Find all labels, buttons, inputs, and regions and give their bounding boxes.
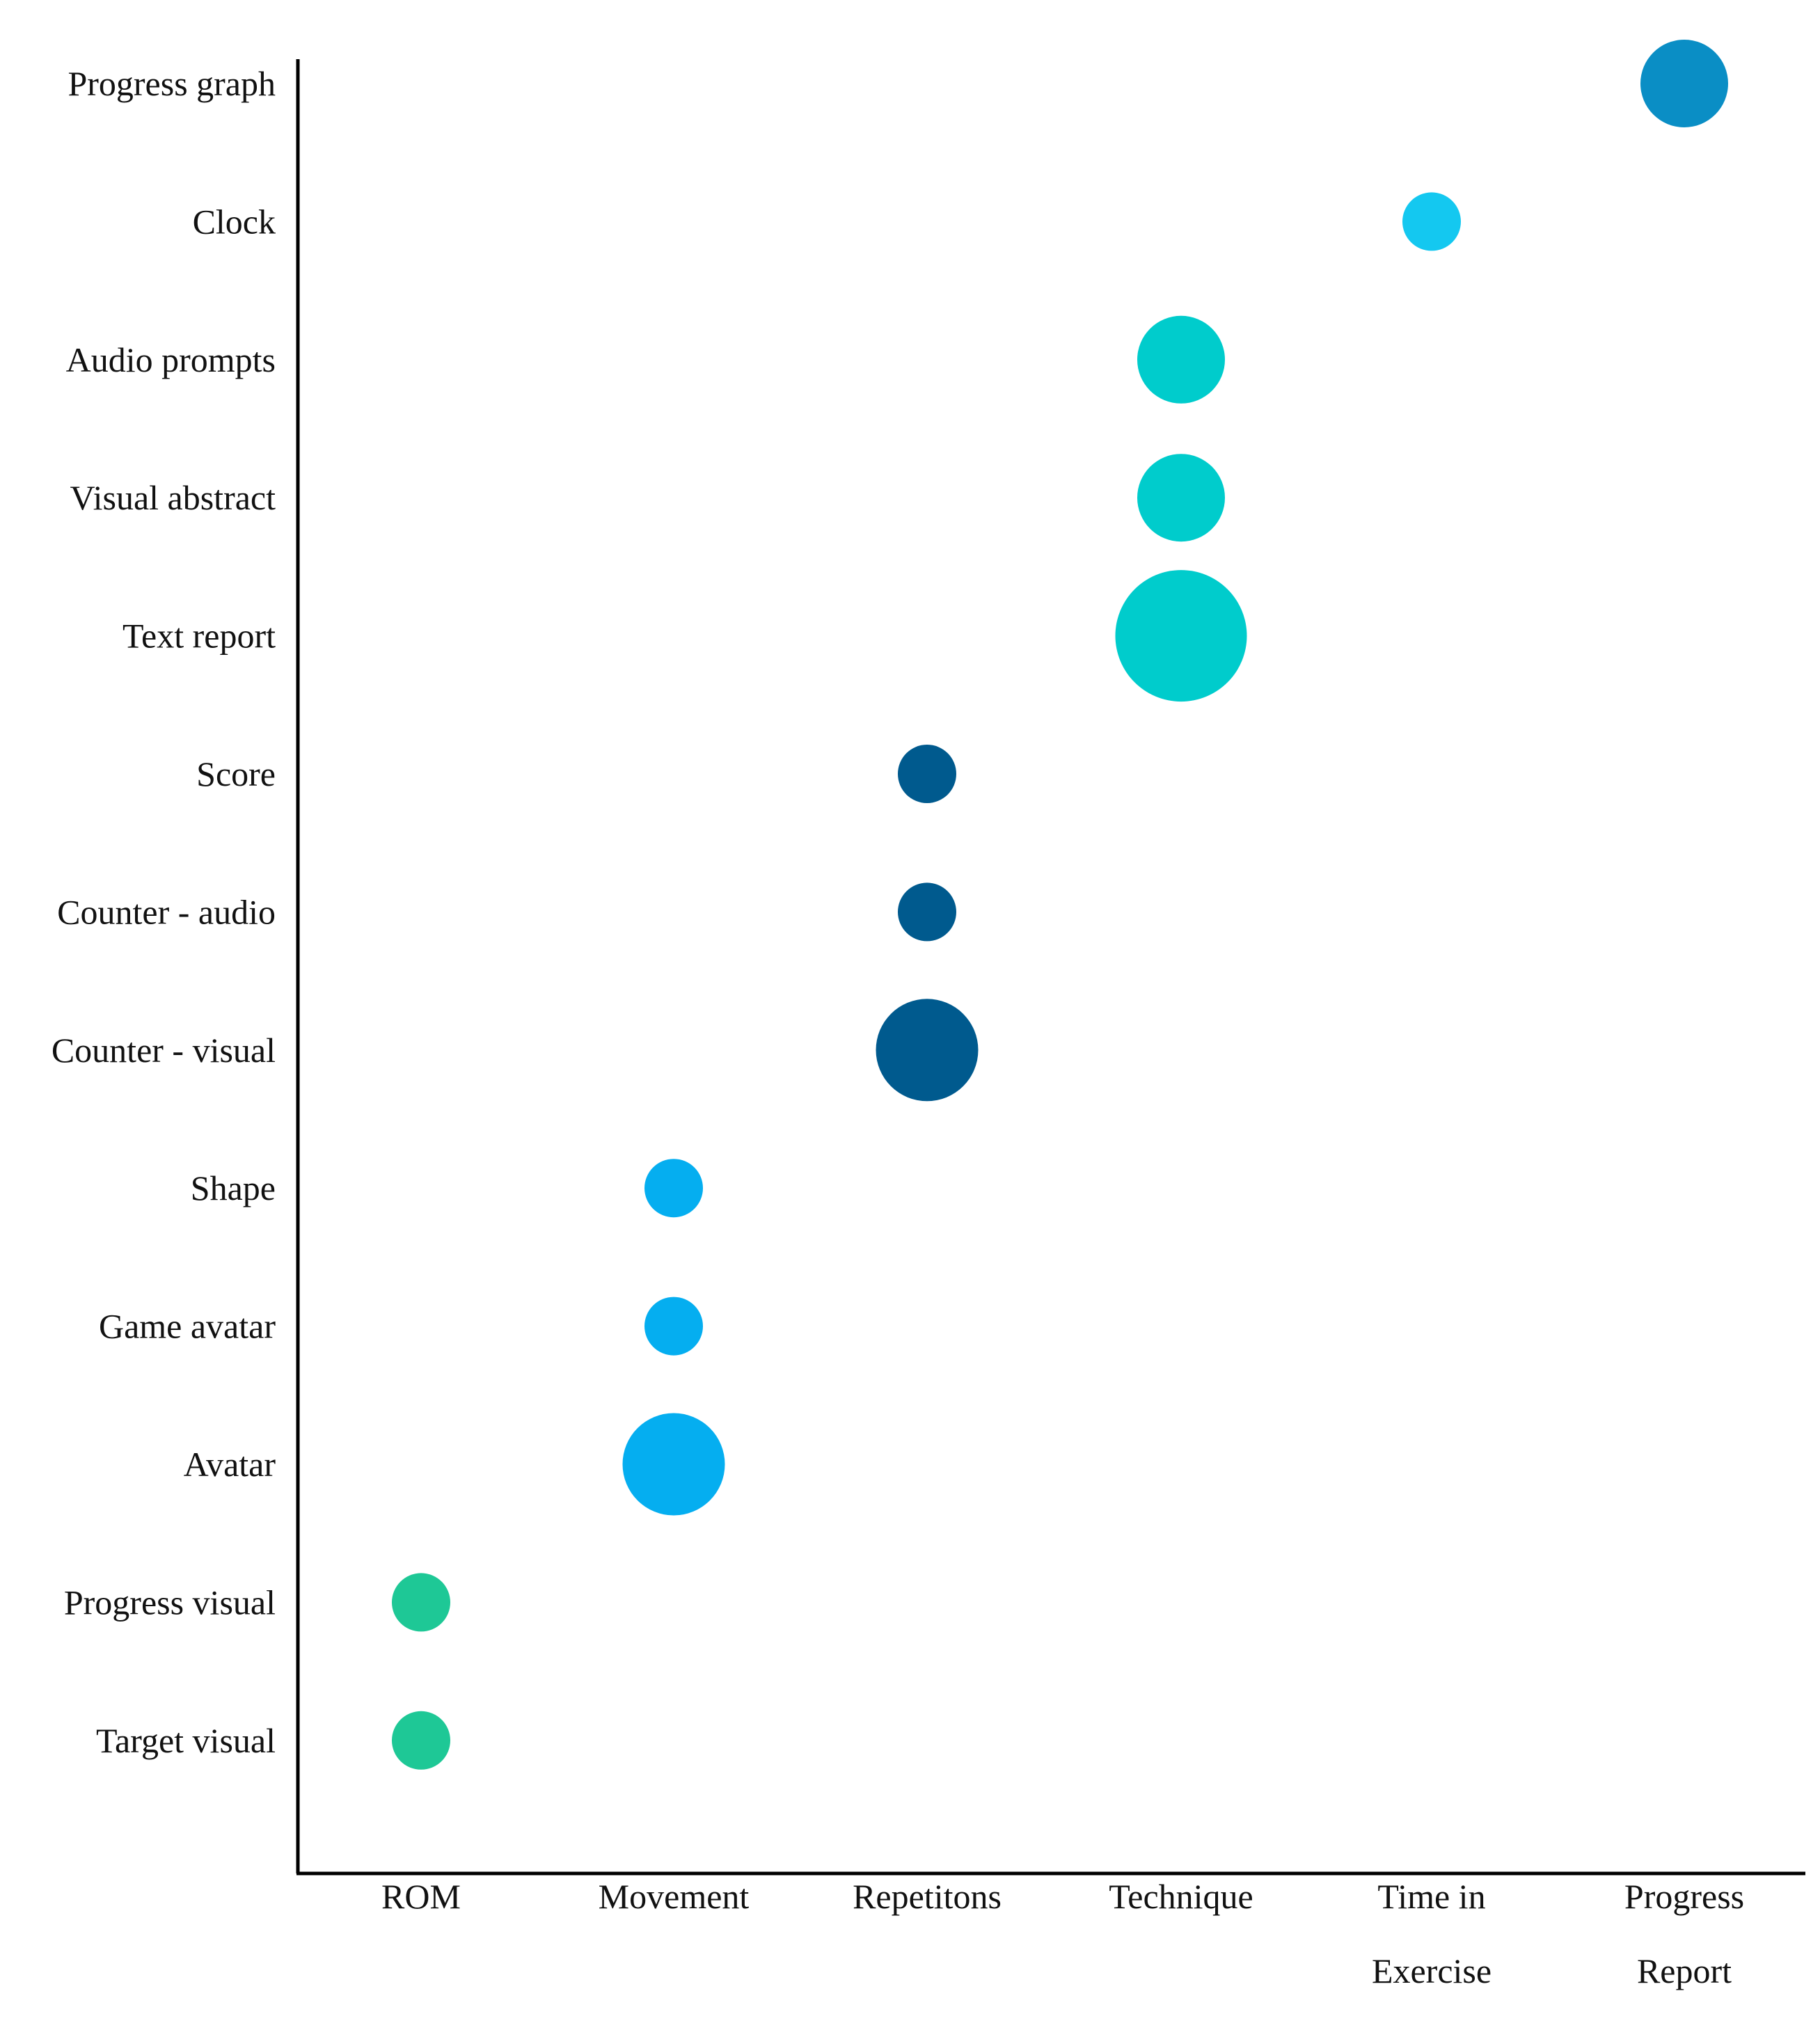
bubble-clock: [1402, 192, 1461, 251]
y-tick-label: Shape: [191, 1168, 276, 1207]
x-tick-label: Exercise: [1372, 1951, 1491, 1990]
y-tick-label: Counter - audio: [57, 892, 276, 931]
bubble-audio-prompts: [1137, 315, 1225, 404]
bubble-counter-visual: [876, 999, 979, 1102]
y-tick-label: Avatar: [184, 1445, 276, 1484]
bubble-progress-visual: [392, 1573, 450, 1632]
bubble-shape: [644, 1159, 703, 1218]
y-tick-label: Text report: [122, 617, 276, 656]
x-tick-label: Progress: [1624, 1877, 1744, 1916]
y-tick-label: Progress visual: [64, 1583, 276, 1622]
y-tick-label: Score: [196, 754, 276, 793]
y-tick-label: Audio prompts: [66, 340, 276, 379]
x-tick-label: ROM: [381, 1877, 461, 1916]
x-axis-ticks: ROM Movement Repetitons Technique Time in Exe…: [381, 1877, 1744, 1990]
bubble-avatar: [622, 1413, 725, 1516]
y-axis-ticks: Progress graph Clock Audio prompts Visual a…: [52, 64, 276, 1760]
bubble-game-avatar: [644, 1297, 703, 1356]
y-tick-label: Clock: [193, 202, 276, 241]
bubble-visual-abstract: [1137, 454, 1225, 542]
x-tick-label: Report: [1637, 1951, 1732, 1990]
points-layer: [392, 40, 1728, 1770]
bubble-progress-graph: [1640, 40, 1728, 127]
y-tick-label: Game avatar: [99, 1307, 276, 1346]
bubble-counter-audio: [898, 882, 956, 942]
bubble-text-report: [1115, 570, 1247, 702]
y-tick-label: Visual abstract: [70, 478, 276, 517]
x-tick-label: Time in: [1377, 1877, 1485, 1916]
bubble-target-visual: [392, 1711, 450, 1770]
y-tick-label: Target visual: [96, 1721, 276, 1760]
x-tick-label: Movement: [599, 1877, 750, 1916]
x-tick-label: Technique: [1109, 1877, 1253, 1916]
bubble-score: [898, 745, 956, 803]
y-tick-label: Progress graph: [68, 64, 276, 103]
x-tick-label: Repetitons: [853, 1877, 1002, 1916]
y-tick-label: Counter - visual: [52, 1031, 276, 1070]
